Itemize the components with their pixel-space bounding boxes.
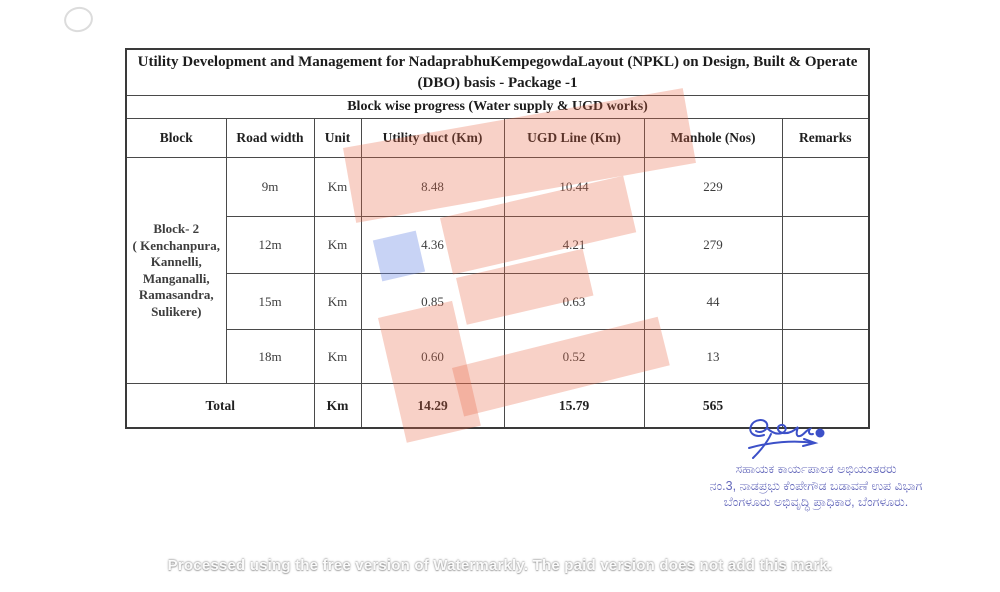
block-name-cell: Block- 2 ( Kenchanpura, Kannelli, Mangan… bbox=[125, 157, 227, 385]
stamp-line-division: ನಂ.3, ನಾಡಪ್ರಭು ಕೆಂಪೇಗೌಡ ಬಡಾವಣೆ ಉಪ ವಿಭಾಗ bbox=[709, 478, 923, 493]
block-label-line: Kannelli, bbox=[150, 254, 202, 270]
remarks-cell bbox=[781, 273, 870, 331]
col-header-manhole: Manhole (Nos) bbox=[643, 118, 783, 159]
col-header-block: Block bbox=[125, 118, 227, 159]
unit-cell: Km bbox=[313, 157, 362, 218]
stamp-line-authority: ಬೆಂಗಳೂರು ಅಭಿವೃದ್ಧಿ ಪ್ರಾಧಿಕಾರ, ಬೆಂಗಳೂರು. bbox=[723, 495, 909, 509]
unit-cell: Km bbox=[313, 216, 362, 275]
total-row: Total Km 14.29 15.79 565 bbox=[125, 383, 870, 429]
utility-duct-cell: 4.36 bbox=[360, 216, 505, 275]
unit-cell: Km bbox=[313, 329, 362, 385]
ugd-line-cell: 0.63 bbox=[503, 273, 645, 331]
col-header-remarks: Remarks bbox=[781, 118, 870, 159]
ugd-line-cell: 10.44 bbox=[503, 157, 645, 218]
pencil-circle-mark bbox=[61, 4, 96, 35]
utility-duct-cell: 0.60 bbox=[360, 329, 505, 385]
col-header-road-width: Road width bbox=[225, 118, 315, 159]
manhole-cell: 279 bbox=[643, 216, 783, 275]
utility-duct-cell: 0.85 bbox=[360, 273, 505, 331]
manhole-cell: 229 bbox=[643, 157, 783, 218]
block-label-line: ( Kenchanpura, bbox=[132, 237, 220, 253]
total-label-cell: Total bbox=[125, 383, 315, 429]
manhole-cell: 44 bbox=[643, 273, 783, 331]
table-row-18m: 18m Km 0.60 0.52 13 bbox=[126, 329, 870, 385]
remarks-cell bbox=[781, 329, 870, 385]
title-row: Utility Development and Management for N… bbox=[125, 48, 870, 97]
total-utility-duct-cell: 14.29 bbox=[360, 383, 505, 429]
ugd-line-cell: 4.21 bbox=[503, 216, 645, 275]
block-label-line: Ramasandra, bbox=[138, 287, 214, 303]
watermarkly-footer-text: Processed using the free version of Wate… bbox=[167, 557, 833, 574]
remarks-cell bbox=[781, 157, 870, 218]
block-label-line: Manganalli, bbox=[142, 270, 210, 286]
ugd-line-cell: 0.52 bbox=[503, 329, 645, 385]
progress-table: Utility Development and Management for N… bbox=[125, 48, 871, 429]
col-header-unit: Unit bbox=[313, 118, 362, 159]
road-width-cell: 9m bbox=[225, 157, 315, 218]
road-width-cell: 18m bbox=[225, 329, 315, 385]
total-ugd-line-cell: 15.79 bbox=[503, 383, 645, 429]
col-header-ugd-line: UGD Line (Km) bbox=[503, 118, 645, 159]
office-stamp-text: ಸಹಾಯಕ ಕಾರ್ಯಪಾಲಕ ಅಭಿಯಂತರರು ನಂ.3, ನಾಡಪ್ರಭು… bbox=[688, 461, 944, 511]
road-width-cell: 15m bbox=[225, 273, 315, 331]
stamp-line-designation: ಸಹಾಯಕ ಕಾರ್ಯಪಾಲಕ ಅಭಿಯಂತರರು bbox=[735, 462, 897, 476]
remarks-cell bbox=[781, 216, 870, 275]
header-row: Block Road width Unit Utility duct (Km) … bbox=[125, 118, 870, 159]
signature-scribble bbox=[740, 416, 845, 471]
signature-ink-icon bbox=[748, 419, 825, 459]
document-title: Utility Development and Management for N… bbox=[125, 48, 870, 97]
col-header-utility-duct: Utility duct (Km) bbox=[360, 118, 505, 159]
utility-duct-cell: 8.48 bbox=[360, 157, 505, 218]
block-label-line: Sulikere) bbox=[151, 303, 202, 319]
block-label-line: Block- 2 bbox=[153, 221, 200, 237]
unit-cell: Km bbox=[313, 273, 362, 331]
total-unit-cell: Km bbox=[313, 383, 362, 429]
manhole-cell: 13 bbox=[643, 329, 783, 385]
table-row-9m: Block- 2 ( Kenchanpura, Kannelli, Mangan… bbox=[125, 157, 870, 385]
document-subtitle: Block wise progress (Water supply & UGD … bbox=[125, 95, 870, 120]
table-row-12m: 12m Km 4.36 4.21 279 bbox=[126, 216, 870, 275]
road-width-cell: 12m bbox=[225, 216, 315, 275]
total-remarks-cell bbox=[781, 383, 870, 429]
table-row-15m: 15m Km 0.85 0.63 44 bbox=[126, 273, 870, 331]
subtitle-row: Block wise progress (Water supply & UGD … bbox=[125, 95, 870, 120]
